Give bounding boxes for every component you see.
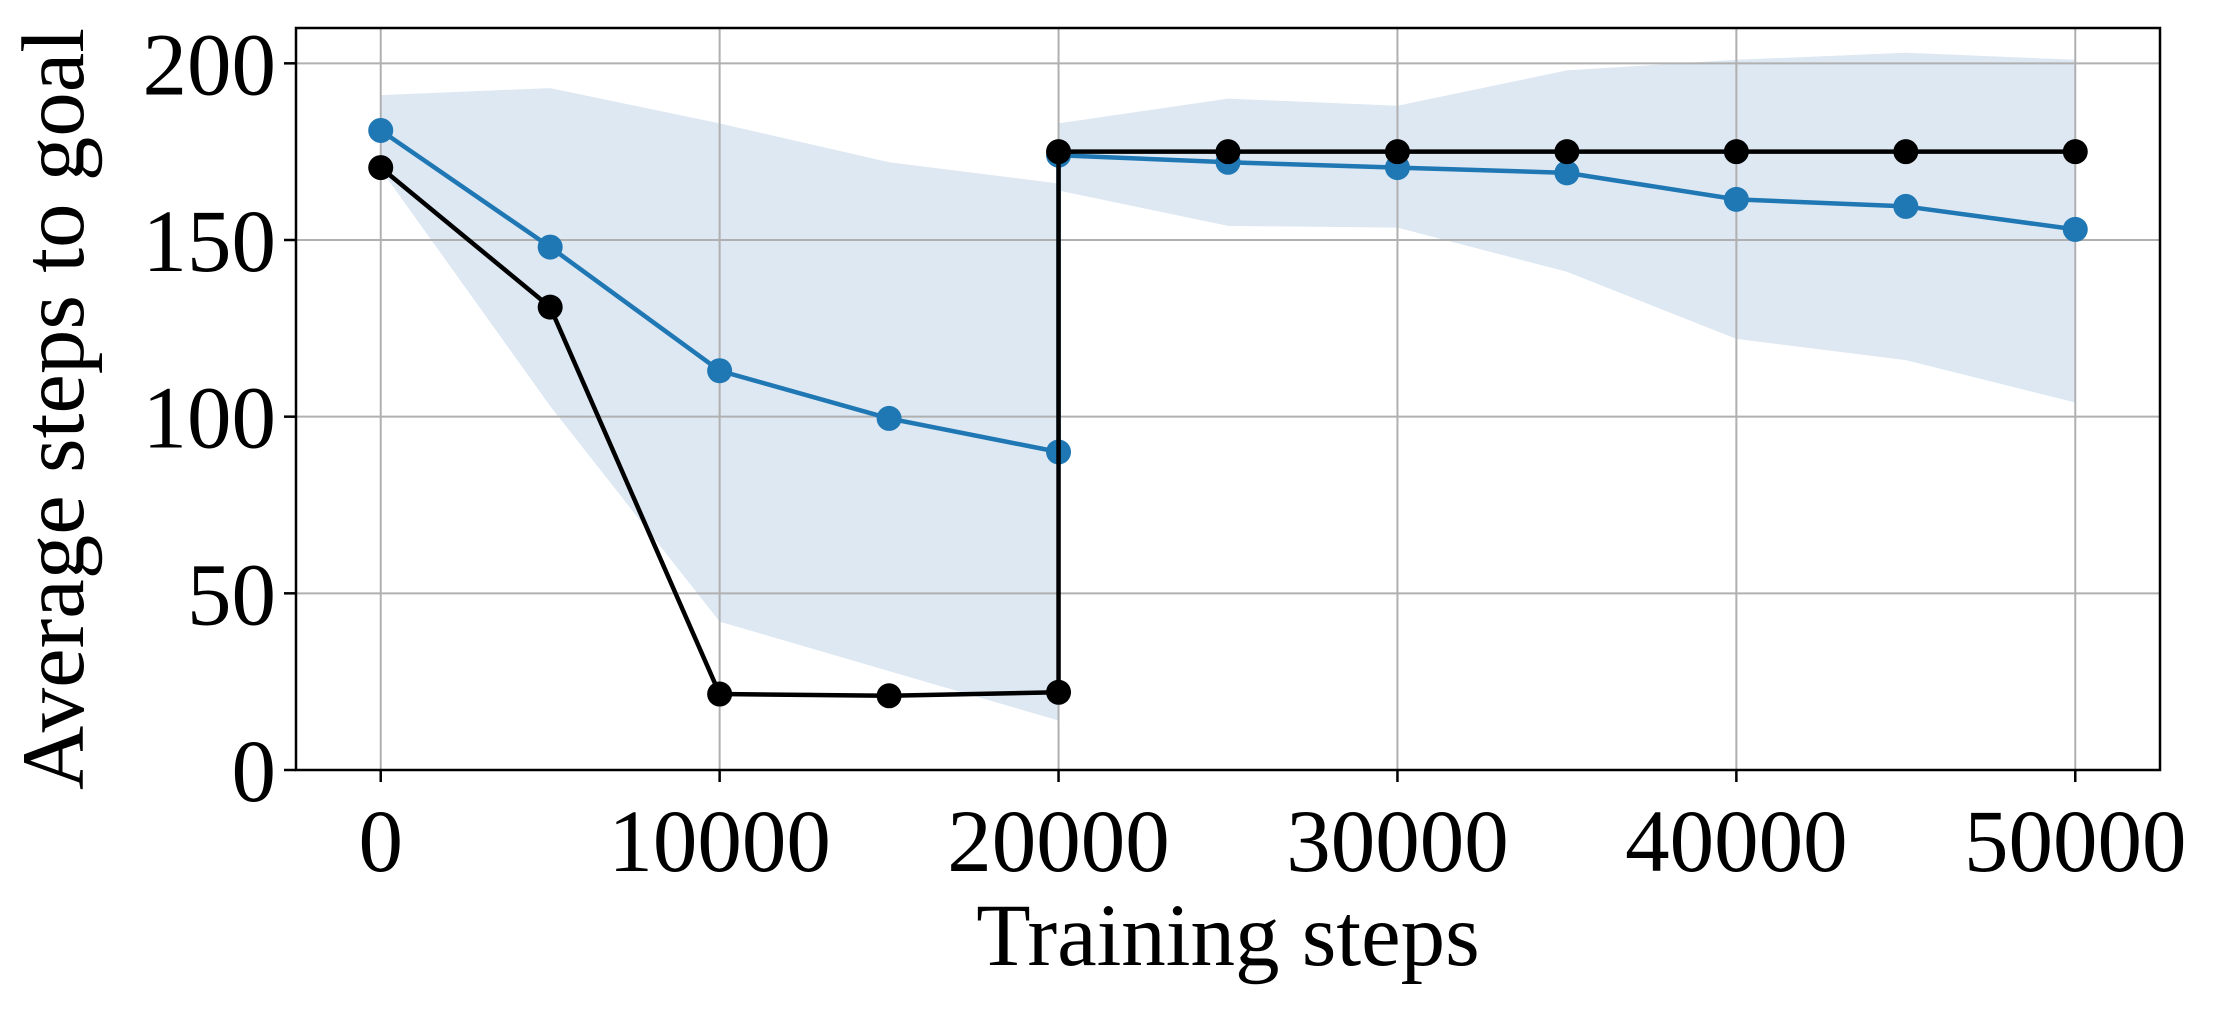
data-point (2063, 217, 2088, 242)
data-point (707, 358, 732, 383)
y-tick-label: 50 (187, 546, 276, 644)
y-tick-label: 150 (143, 193, 277, 291)
x-tick-label: 20000 (947, 793, 1170, 891)
x-tick-label: 50000 (1964, 793, 2187, 891)
data-point (538, 235, 563, 260)
data-point (2063, 139, 2088, 164)
data-point (1046, 680, 1071, 705)
y-tick-label: 100 (143, 370, 277, 468)
data-point (1216, 139, 1241, 164)
data-point (368, 118, 393, 143)
data-point (1893, 139, 1918, 164)
x-tick-label: 40000 (1625, 793, 1848, 891)
y-axis-label: Average steps to goal (5, 28, 103, 790)
data-point (1893, 194, 1918, 219)
data-point (538, 295, 563, 320)
data-point (1385, 139, 1410, 164)
data-point (707, 682, 732, 707)
data-point (1046, 139, 1071, 164)
x-tick-label: 30000 (1286, 793, 1509, 891)
data-point (1724, 187, 1749, 212)
x-tick-label: 0 (358, 793, 403, 891)
data-point (1554, 139, 1579, 164)
data-point (877, 683, 902, 708)
x-axis-label: Training steps (976, 887, 1480, 985)
y-tick-label: 0 (232, 723, 277, 821)
data-point (368, 155, 393, 180)
data-point (1724, 139, 1749, 164)
x-tick-label: 10000 (608, 793, 831, 891)
y-tick-label: 200 (143, 16, 277, 114)
data-point (877, 406, 902, 431)
